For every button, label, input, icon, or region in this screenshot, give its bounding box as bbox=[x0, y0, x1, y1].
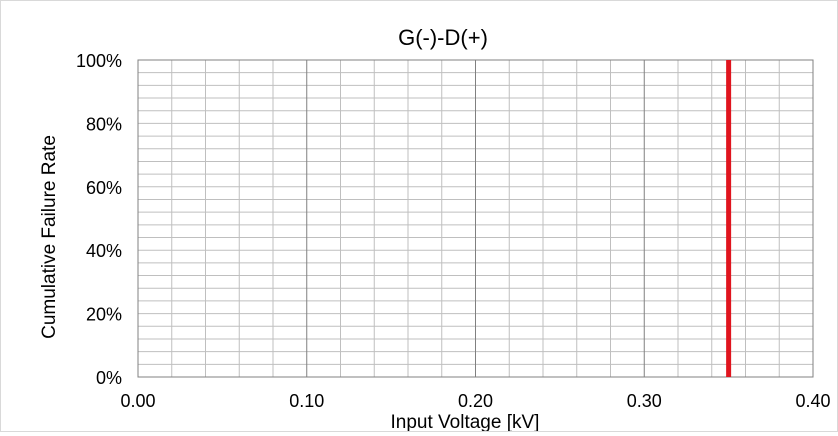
x-tick-labels: 0.00 0.10 0.20 0.30 0.40 bbox=[120, 391, 830, 411]
y-tick-label: 60% bbox=[86, 178, 122, 198]
y-tick-label: 0% bbox=[96, 368, 122, 388]
y-tick-label: 40% bbox=[86, 241, 122, 261]
x-tick-label: 0.40 bbox=[795, 391, 830, 411]
x-tick-label: 0.20 bbox=[458, 391, 493, 411]
x-tick-label: 0.30 bbox=[627, 391, 662, 411]
x-tick-label: 0.00 bbox=[120, 391, 155, 411]
chart-title: G(-)-D(+) bbox=[398, 25, 488, 50]
y-tick-labels: 0% 20% 40% 60% 80% 100% bbox=[76, 51, 122, 388]
plot-area bbox=[137, 59, 814, 378]
x-tick-label: 0.10 bbox=[289, 391, 324, 411]
major-gridlines bbox=[306, 60, 645, 377]
y-tick-label: 20% bbox=[86, 305, 122, 325]
x-axis-label: Input Voltage [kV] bbox=[391, 412, 540, 431]
y-tick-label: 80% bbox=[86, 114, 122, 134]
y-tick-label: 100% bbox=[76, 51, 122, 71]
y-axis-label: Cumulative Failure Rate bbox=[39, 135, 60, 339]
